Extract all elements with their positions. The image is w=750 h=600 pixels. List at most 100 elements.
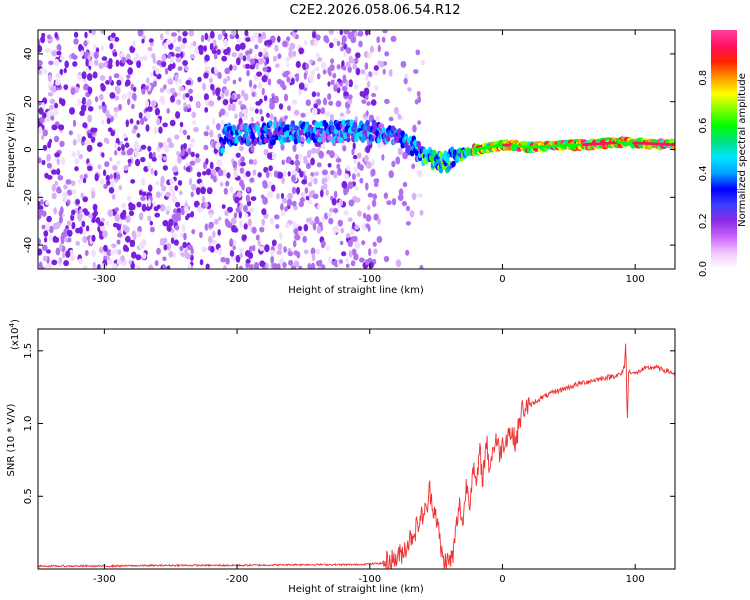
heatmap-cell: [51, 85, 57, 93]
heatmap-cell: [372, 241, 377, 247]
heatmap-cell: [337, 202, 341, 208]
heatmap-cell: [395, 156, 401, 165]
heatmap-cell: [98, 221, 105, 227]
heatmap-cell: [63, 184, 68, 190]
heatmap-cell: [208, 221, 214, 229]
heatmap-cell: [43, 230, 49, 238]
heatmap-cell: [262, 66, 268, 72]
heatmap-cell: [138, 112, 143, 119]
heatmap-cell: [270, 249, 275, 257]
heatmap-cell: [131, 103, 135, 110]
heatmap-cell: [166, 39, 172, 45]
heatmap-cell: [245, 37, 251, 42]
heatmap-cell: [82, 122, 88, 129]
heatmap-cell: [291, 175, 296, 183]
heatmap-cell: [132, 86, 137, 92]
heatmap-cell: [229, 238, 234, 246]
heatmap-cell: [210, 83, 215, 91]
heatmap-cell: [182, 129, 187, 136]
heatmap-cell: [251, 226, 257, 234]
heatmap-cell: [186, 135, 191, 140]
heatmap-cell: [105, 80, 110, 85]
heatmap-cell: [102, 244, 108, 253]
heatmap-cell: [223, 187, 228, 195]
heatmap-cell: [145, 124, 150, 132]
heatmap-cell: [303, 155, 308, 162]
heatmap-cell: [238, 265, 243, 269]
heatmap-cell: [164, 67, 169, 75]
heatmap-cell: [98, 62, 104, 70]
heatmap-cell: [38, 69, 42, 75]
heatmap-cell: [303, 72, 307, 80]
heatmap-cell: [259, 245, 264, 252]
heatmap-cell: [148, 151, 153, 160]
heatmap-cell: [46, 153, 51, 162]
heatmap-cell: [293, 227, 299, 235]
heatmap-cell: [44, 47, 51, 53]
heatmap-cell: [103, 184, 108, 189]
heatmap-cell: [111, 32, 116, 38]
heatmap-cell: [149, 71, 153, 78]
heatmap-cell: [64, 60, 69, 69]
heatmap-cell: [136, 201, 142, 208]
heatmap-cell: [265, 263, 269, 269]
heatmap-cell: [359, 90, 365, 97]
heatmap-cell: [413, 69, 419, 74]
heatmap-cell: [216, 159, 223, 167]
heatmap-cell: [302, 191, 307, 198]
heatmap-cell: [100, 179, 105, 186]
heatmap-cell: [74, 166, 79, 172]
heatmap-cell: [51, 259, 58, 266]
heatmap-cell: [203, 144, 209, 151]
heatmap-cell: [102, 251, 107, 256]
heatmap-cell: [258, 98, 263, 104]
heatmap-cell: [243, 93, 249, 101]
heatmap-cell: [343, 210, 349, 216]
heatmap-cell: [92, 261, 96, 269]
spectrogram-x-tick-label: -100: [358, 274, 381, 285]
heatmap-cell: [345, 47, 352, 54]
heatmap-cell: [191, 229, 196, 235]
heatmap-cell: [397, 113, 402, 120]
heatmap-cell: [305, 99, 311, 107]
heatmap-cell: [53, 135, 60, 143]
heatmap-cell: [294, 159, 301, 167]
snr-x-tick-label: 100: [626, 574, 645, 585]
heatmap-signal-layer: [218, 119, 675, 174]
heatmap-cell: [194, 157, 201, 164]
heatmap-cell: [71, 221, 76, 230]
heatmap-cell: [94, 96, 99, 103]
heatmap-cell: [76, 137, 82, 143]
heatmap-cell: [74, 157, 80, 165]
heatmap-cell: [128, 210, 135, 217]
heatmap-cell: [65, 179, 72, 185]
heatmap-cell: [429, 149, 434, 156]
heatmap-cell: [172, 166, 178, 173]
heatmap-cell: [246, 70, 250, 77]
heatmap-cell: [118, 185, 123, 191]
heatmap-cell: [277, 171, 284, 179]
heatmap-cell: [314, 66, 320, 72]
heatmap-cell: [82, 196, 88, 203]
heatmap-cell: [291, 200, 297, 207]
heatmap-cell: [355, 185, 359, 191]
heatmap-cell: [217, 95, 221, 101]
heatmap-cell: [410, 150, 415, 157]
heatmap-cell: [69, 107, 75, 115]
heatmap-cell: [138, 242, 145, 250]
heatmap-cell: [381, 154, 385, 161]
heatmap-cell: [121, 150, 126, 156]
heatmap-cell: [137, 225, 142, 233]
heatmap-cell: [164, 30, 170, 35]
heatmap-cell: [163, 156, 167, 161]
heatmap-cell: [309, 175, 314, 183]
heatmap-cell: [66, 199, 71, 206]
heatmap-cell: [97, 226, 101, 233]
heatmap-cell: [101, 101, 106, 107]
heatmap-cell: [125, 79, 131, 87]
heatmap-cell: [240, 161, 246, 167]
heatmap-cell: [292, 31, 296, 39]
heatmap-cell: [232, 160, 238, 169]
heatmap-cell: [267, 152, 273, 160]
heatmap-cell: [251, 91, 256, 97]
